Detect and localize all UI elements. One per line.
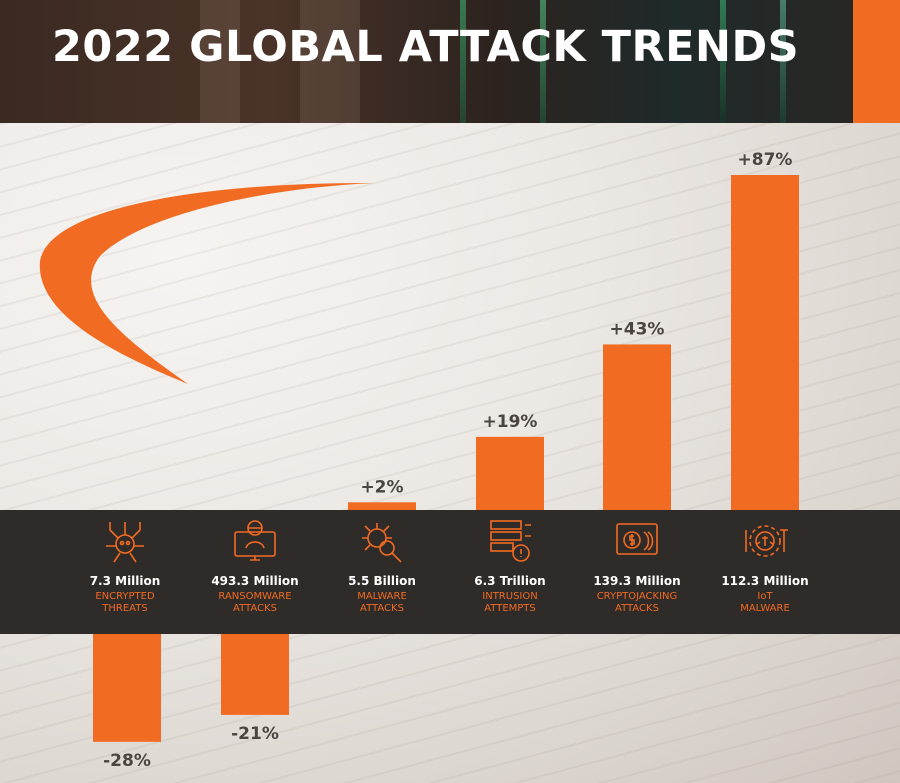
- server-alert-icon: [490, 520, 531, 562]
- bar: [731, 175, 799, 510]
- bar-value-label: +43%: [610, 319, 665, 339]
- metric-label-line2: ATTEMPTS: [484, 603, 536, 614]
- metric-label-line2: MALWARE: [740, 603, 790, 614]
- metric-ransomware-attacks: 493.3 Million RANSOMWARE ATTACKS: [190, 518, 320, 615]
- page-title: 2022 GLOBAL ATTACK TRENDS: [52, 22, 800, 72]
- iot-bug-icon: [745, 525, 788, 557]
- metric-label-line1: CRYPTOJACKING: [596, 591, 678, 602]
- accent-bar: [853, 0, 900, 123]
- metric-label-line2: ATTACKS: [233, 603, 277, 614]
- metric-amount: 5.5 Billion: [348, 574, 416, 588]
- metric-malware-attacks: 5.5 Billion MALWARE ATTACKS: [317, 518, 447, 615]
- bar-value-label: +19%: [483, 412, 538, 432]
- header-banner: 2022 GLOBAL ATTACK TRENDS: [0, 0, 900, 123]
- metric-label-line1: IoT: [757, 591, 773, 602]
- bar-value-label: +2%: [360, 477, 403, 497]
- metric-encrypted-threats: 7.3 Million ENCRYPTED THREATS: [60, 518, 190, 615]
- metric-intrusion-attempts: 6.3 Trillion INTRUSION ATTEMPTS: [445, 518, 575, 615]
- bug-magnifier-icon: [362, 523, 402, 563]
- bar-value-label: +87%: [738, 150, 793, 170]
- metric-amount: 493.3 Million: [211, 574, 299, 588]
- metric-cryptojacking-attacks: 139.3 Million CRYPTOJACKING ATTACKS: [572, 518, 702, 615]
- metric-label-line1: ENCRYPTED: [95, 591, 155, 602]
- metric-label-line1: INTRUSION: [482, 591, 538, 602]
- metric-label-line1: RANSOMWARE: [218, 591, 292, 602]
- swoosh-graphic: [39, 182, 376, 384]
- metric-iot-malware: 112.3 Million IoT MALWARE: [700, 518, 830, 615]
- bar: [348, 502, 416, 510]
- metric-label-line2: ATTACKS: [360, 603, 404, 614]
- metric-label-line2: ATTACKS: [615, 603, 659, 614]
- metric-amount: 139.3 Million: [593, 574, 681, 588]
- metric-amount: 7.3 Million: [89, 574, 161, 588]
- metric-amount: 112.3 Million: [721, 574, 809, 588]
- bar: [221, 634, 289, 715]
- bar: [603, 344, 671, 510]
- metric-amount: 6.3 Trillion: [474, 574, 546, 588]
- bar: [93, 634, 161, 742]
- metrics-band: [0, 510, 900, 634]
- coin-hand-icon: [616, 523, 658, 555]
- bar-value-label: -28%: [103, 751, 151, 771]
- metric-label-line1: MALWARE: [357, 591, 407, 602]
- metric-label-line2: THREATS: [102, 603, 148, 614]
- bar-value-label: -21%: [231, 724, 279, 744]
- hacker-monitor-icon: [234, 520, 276, 561]
- bar: [476, 436, 544, 510]
- skull-chip-icon: [106, 522, 144, 563]
